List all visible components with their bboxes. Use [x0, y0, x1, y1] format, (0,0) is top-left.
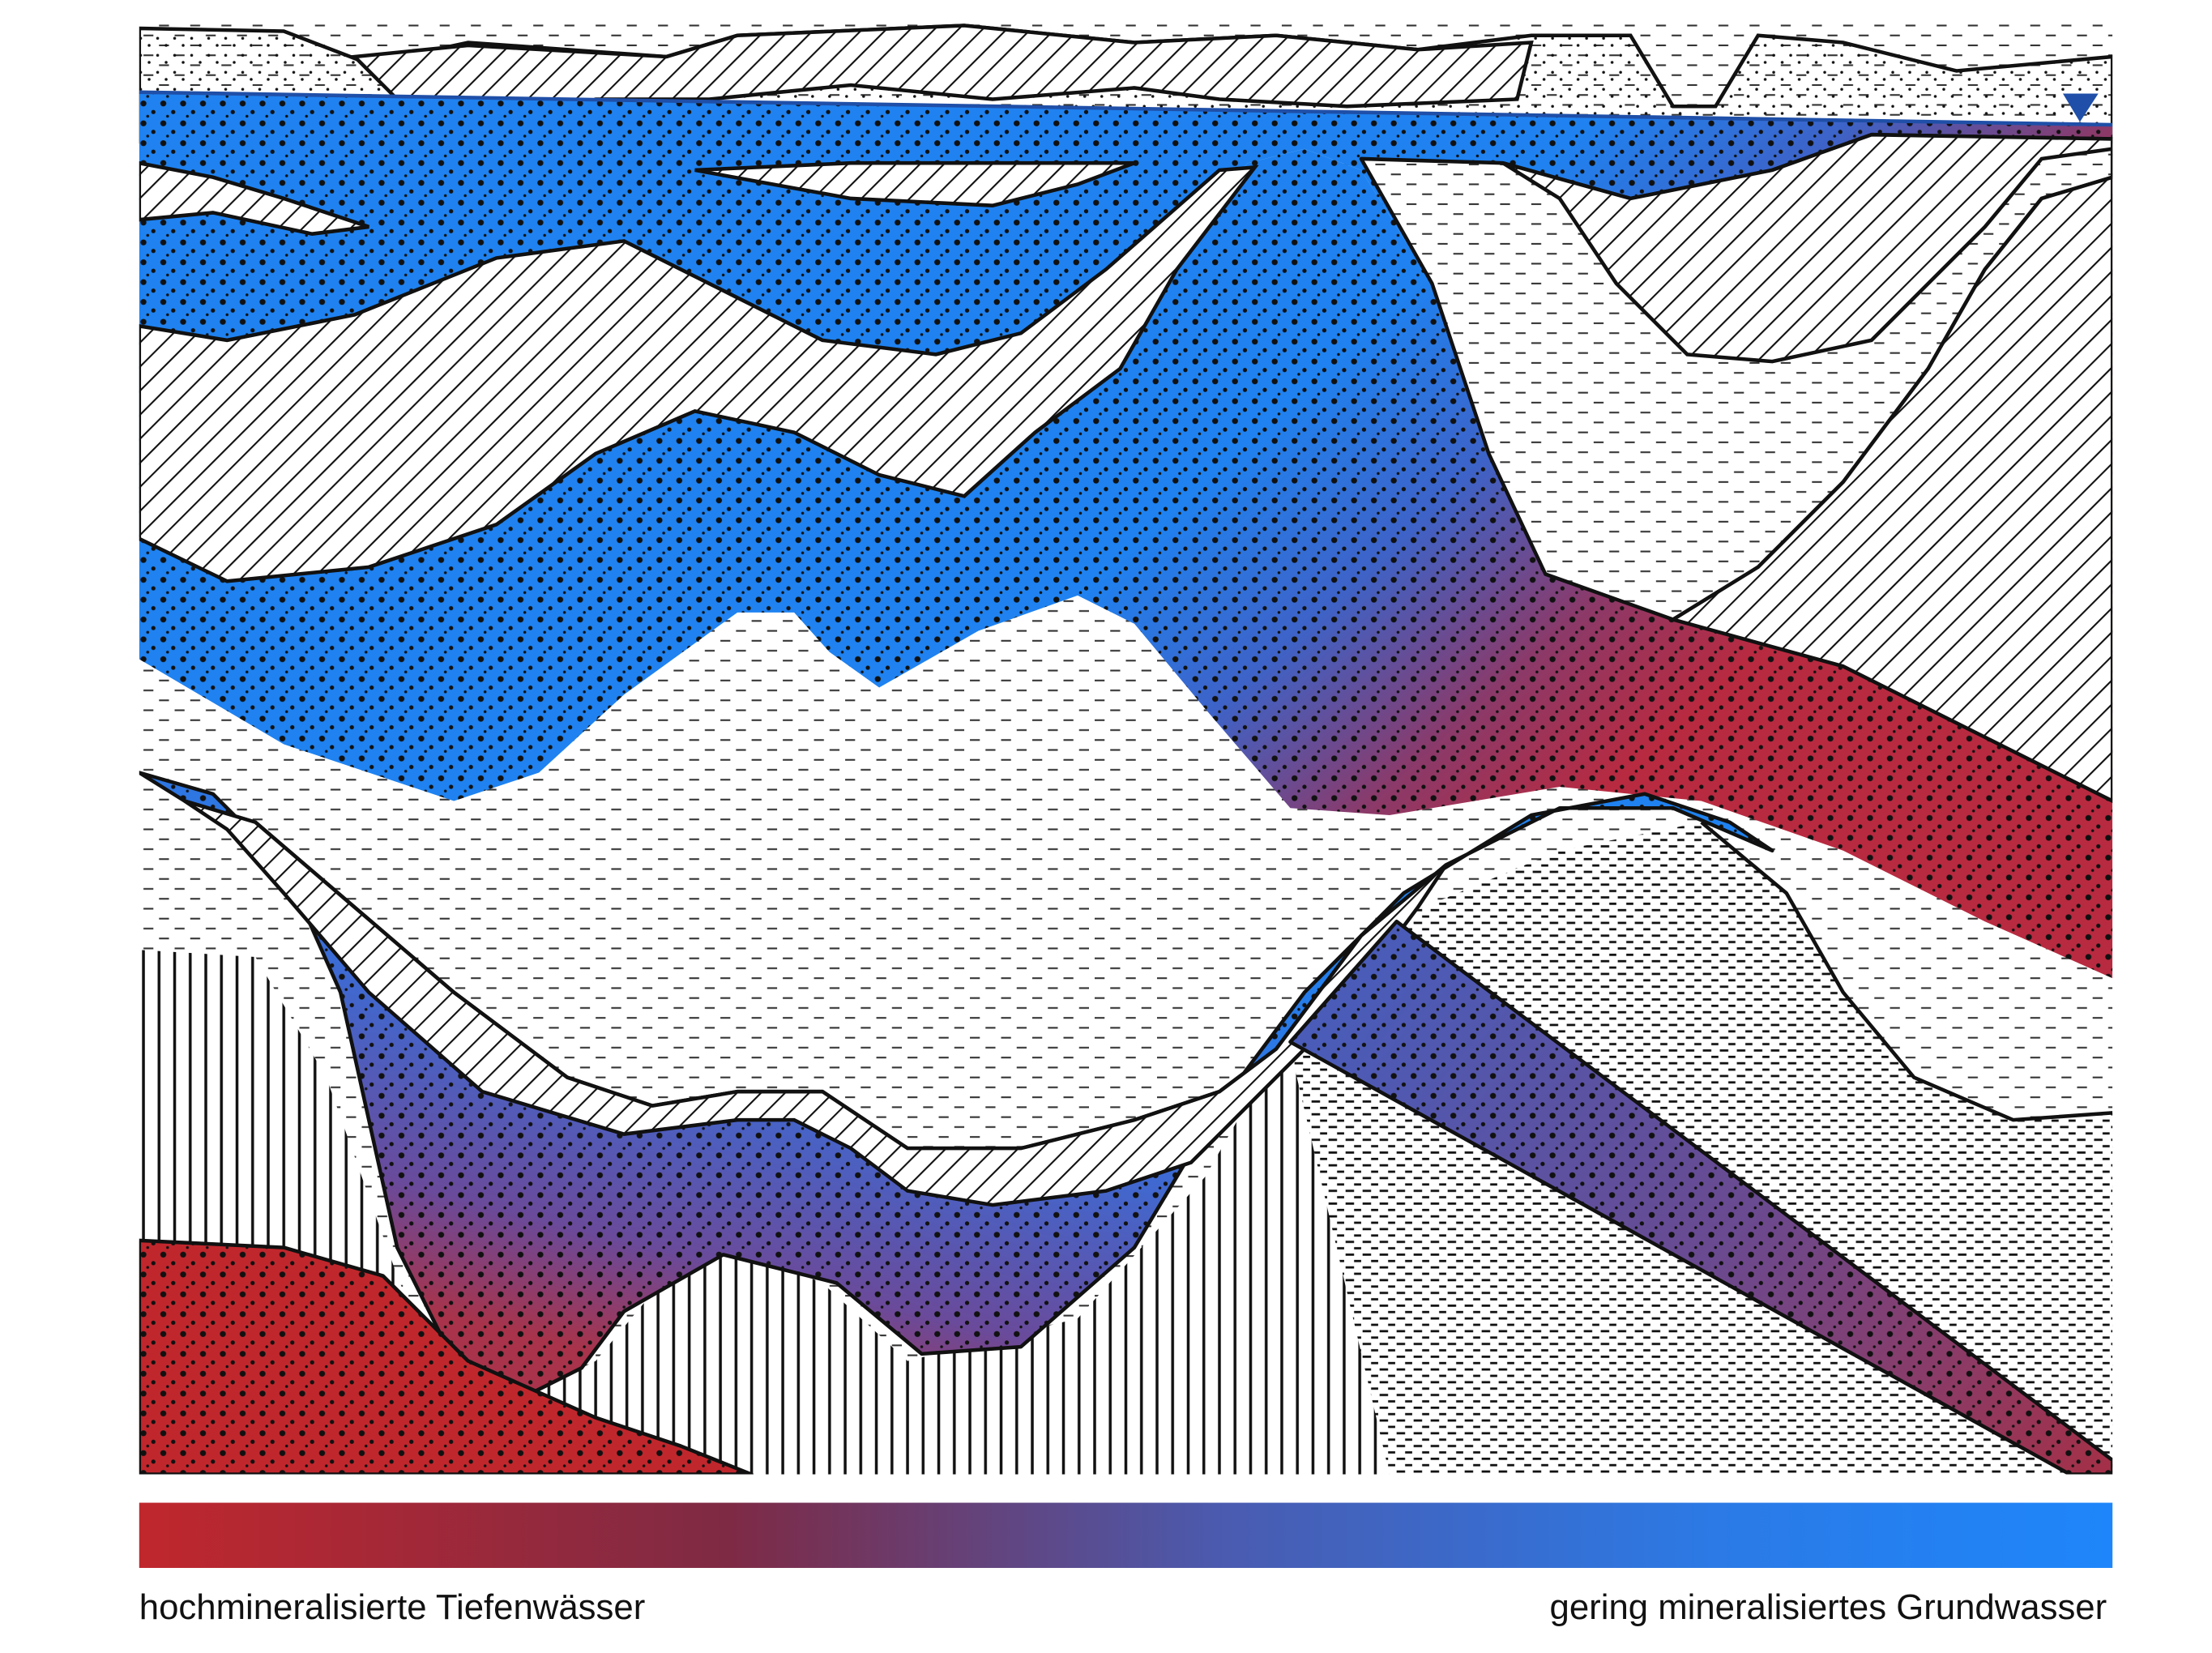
clay-lens-1 — [139, 160, 369, 236]
legend-left-label: hochmineralisierte Tiefenwässer — [139, 1587, 646, 1627]
clay-lens-2 — [694, 160, 1135, 207]
boundary-line — [1700, 821, 2113, 1122]
tilted-aquifer-gravel — [1288, 919, 2113, 1475]
water-table — [139, 90, 2113, 127]
water-table-marker — [2062, 93, 2099, 122]
bedrock-vertical — [139, 950, 1390, 1475]
legend-gradient — [139, 1502, 2113, 1569]
lower-clay-band — [183, 799, 1448, 1207]
section — [139, 21, 2113, 1475]
right-clay — [1501, 132, 2113, 804]
deep-brine-gravel — [139, 1238, 754, 1475]
upper-clay-band — [139, 164, 1259, 583]
legend-right-label: gering mineralisiertes Grundwasser — [1550, 1587, 2107, 1627]
